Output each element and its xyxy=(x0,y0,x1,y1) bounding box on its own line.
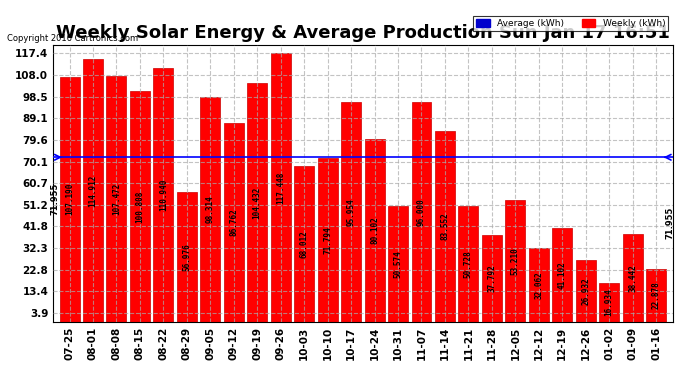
Text: 107.190: 107.190 xyxy=(65,183,74,215)
Bar xyxy=(153,68,173,322)
Text: 71.955: 71.955 xyxy=(51,182,60,214)
Bar xyxy=(341,102,361,322)
Text: 22.878: 22.878 xyxy=(651,282,660,309)
Bar xyxy=(270,53,290,322)
Bar xyxy=(224,123,244,322)
Bar xyxy=(646,270,666,322)
Text: 26.932: 26.932 xyxy=(581,277,590,305)
Text: 41.102: 41.102 xyxy=(558,261,566,289)
Text: 86.762: 86.762 xyxy=(229,209,238,237)
Text: 50.728: 50.728 xyxy=(464,250,473,278)
Legend: Average (kWh), Weekly (kWh): Average (kWh), Weekly (kWh) xyxy=(473,16,668,31)
Text: 53.210: 53.210 xyxy=(511,247,520,275)
Bar xyxy=(177,192,197,322)
Text: 83.552: 83.552 xyxy=(440,212,449,240)
Bar xyxy=(599,283,619,322)
Bar xyxy=(59,77,79,322)
Text: 68.012: 68.012 xyxy=(299,230,308,258)
Bar xyxy=(294,166,314,322)
Text: 71.794: 71.794 xyxy=(323,226,332,254)
Text: 117.448: 117.448 xyxy=(276,171,285,204)
Bar xyxy=(529,249,549,322)
Text: 110.940: 110.940 xyxy=(159,179,168,211)
Bar xyxy=(317,158,337,322)
Bar xyxy=(505,200,525,322)
Text: 107.472: 107.472 xyxy=(112,183,121,215)
Bar xyxy=(388,206,408,322)
Text: 100.808: 100.808 xyxy=(135,190,144,223)
Bar xyxy=(411,102,431,322)
Text: 98.314: 98.314 xyxy=(206,195,215,223)
Text: 96.000: 96.000 xyxy=(417,198,426,226)
Bar xyxy=(106,76,126,322)
Text: 32.062: 32.062 xyxy=(534,271,543,299)
Title: Weekly Solar Energy & Average Production Sun Jan 17 16:51: Weekly Solar Energy & Average Production… xyxy=(56,24,670,42)
Text: 50.574: 50.574 xyxy=(393,250,402,278)
Text: 114.912: 114.912 xyxy=(88,174,97,207)
Bar xyxy=(575,260,595,322)
Text: 95.954: 95.954 xyxy=(346,198,355,226)
Bar xyxy=(482,236,502,322)
Bar xyxy=(458,206,478,322)
Text: 37.792: 37.792 xyxy=(487,265,496,292)
Bar xyxy=(622,234,642,322)
Bar xyxy=(200,97,220,322)
Text: 38.442: 38.442 xyxy=(628,264,637,292)
Bar xyxy=(435,131,455,322)
Text: 56.976: 56.976 xyxy=(182,243,191,270)
Text: Copyright 2016 Cartronics.com: Copyright 2016 Cartronics.com xyxy=(7,34,138,43)
Text: 104.432: 104.432 xyxy=(253,186,262,219)
Bar xyxy=(364,139,384,322)
Bar xyxy=(130,91,150,322)
Bar xyxy=(247,83,267,322)
Text: 71.955: 71.955 xyxy=(666,207,675,239)
Bar xyxy=(83,59,103,322)
Bar xyxy=(552,228,572,322)
Text: 80.102: 80.102 xyxy=(370,216,379,244)
Text: 16.934: 16.934 xyxy=(604,288,613,316)
